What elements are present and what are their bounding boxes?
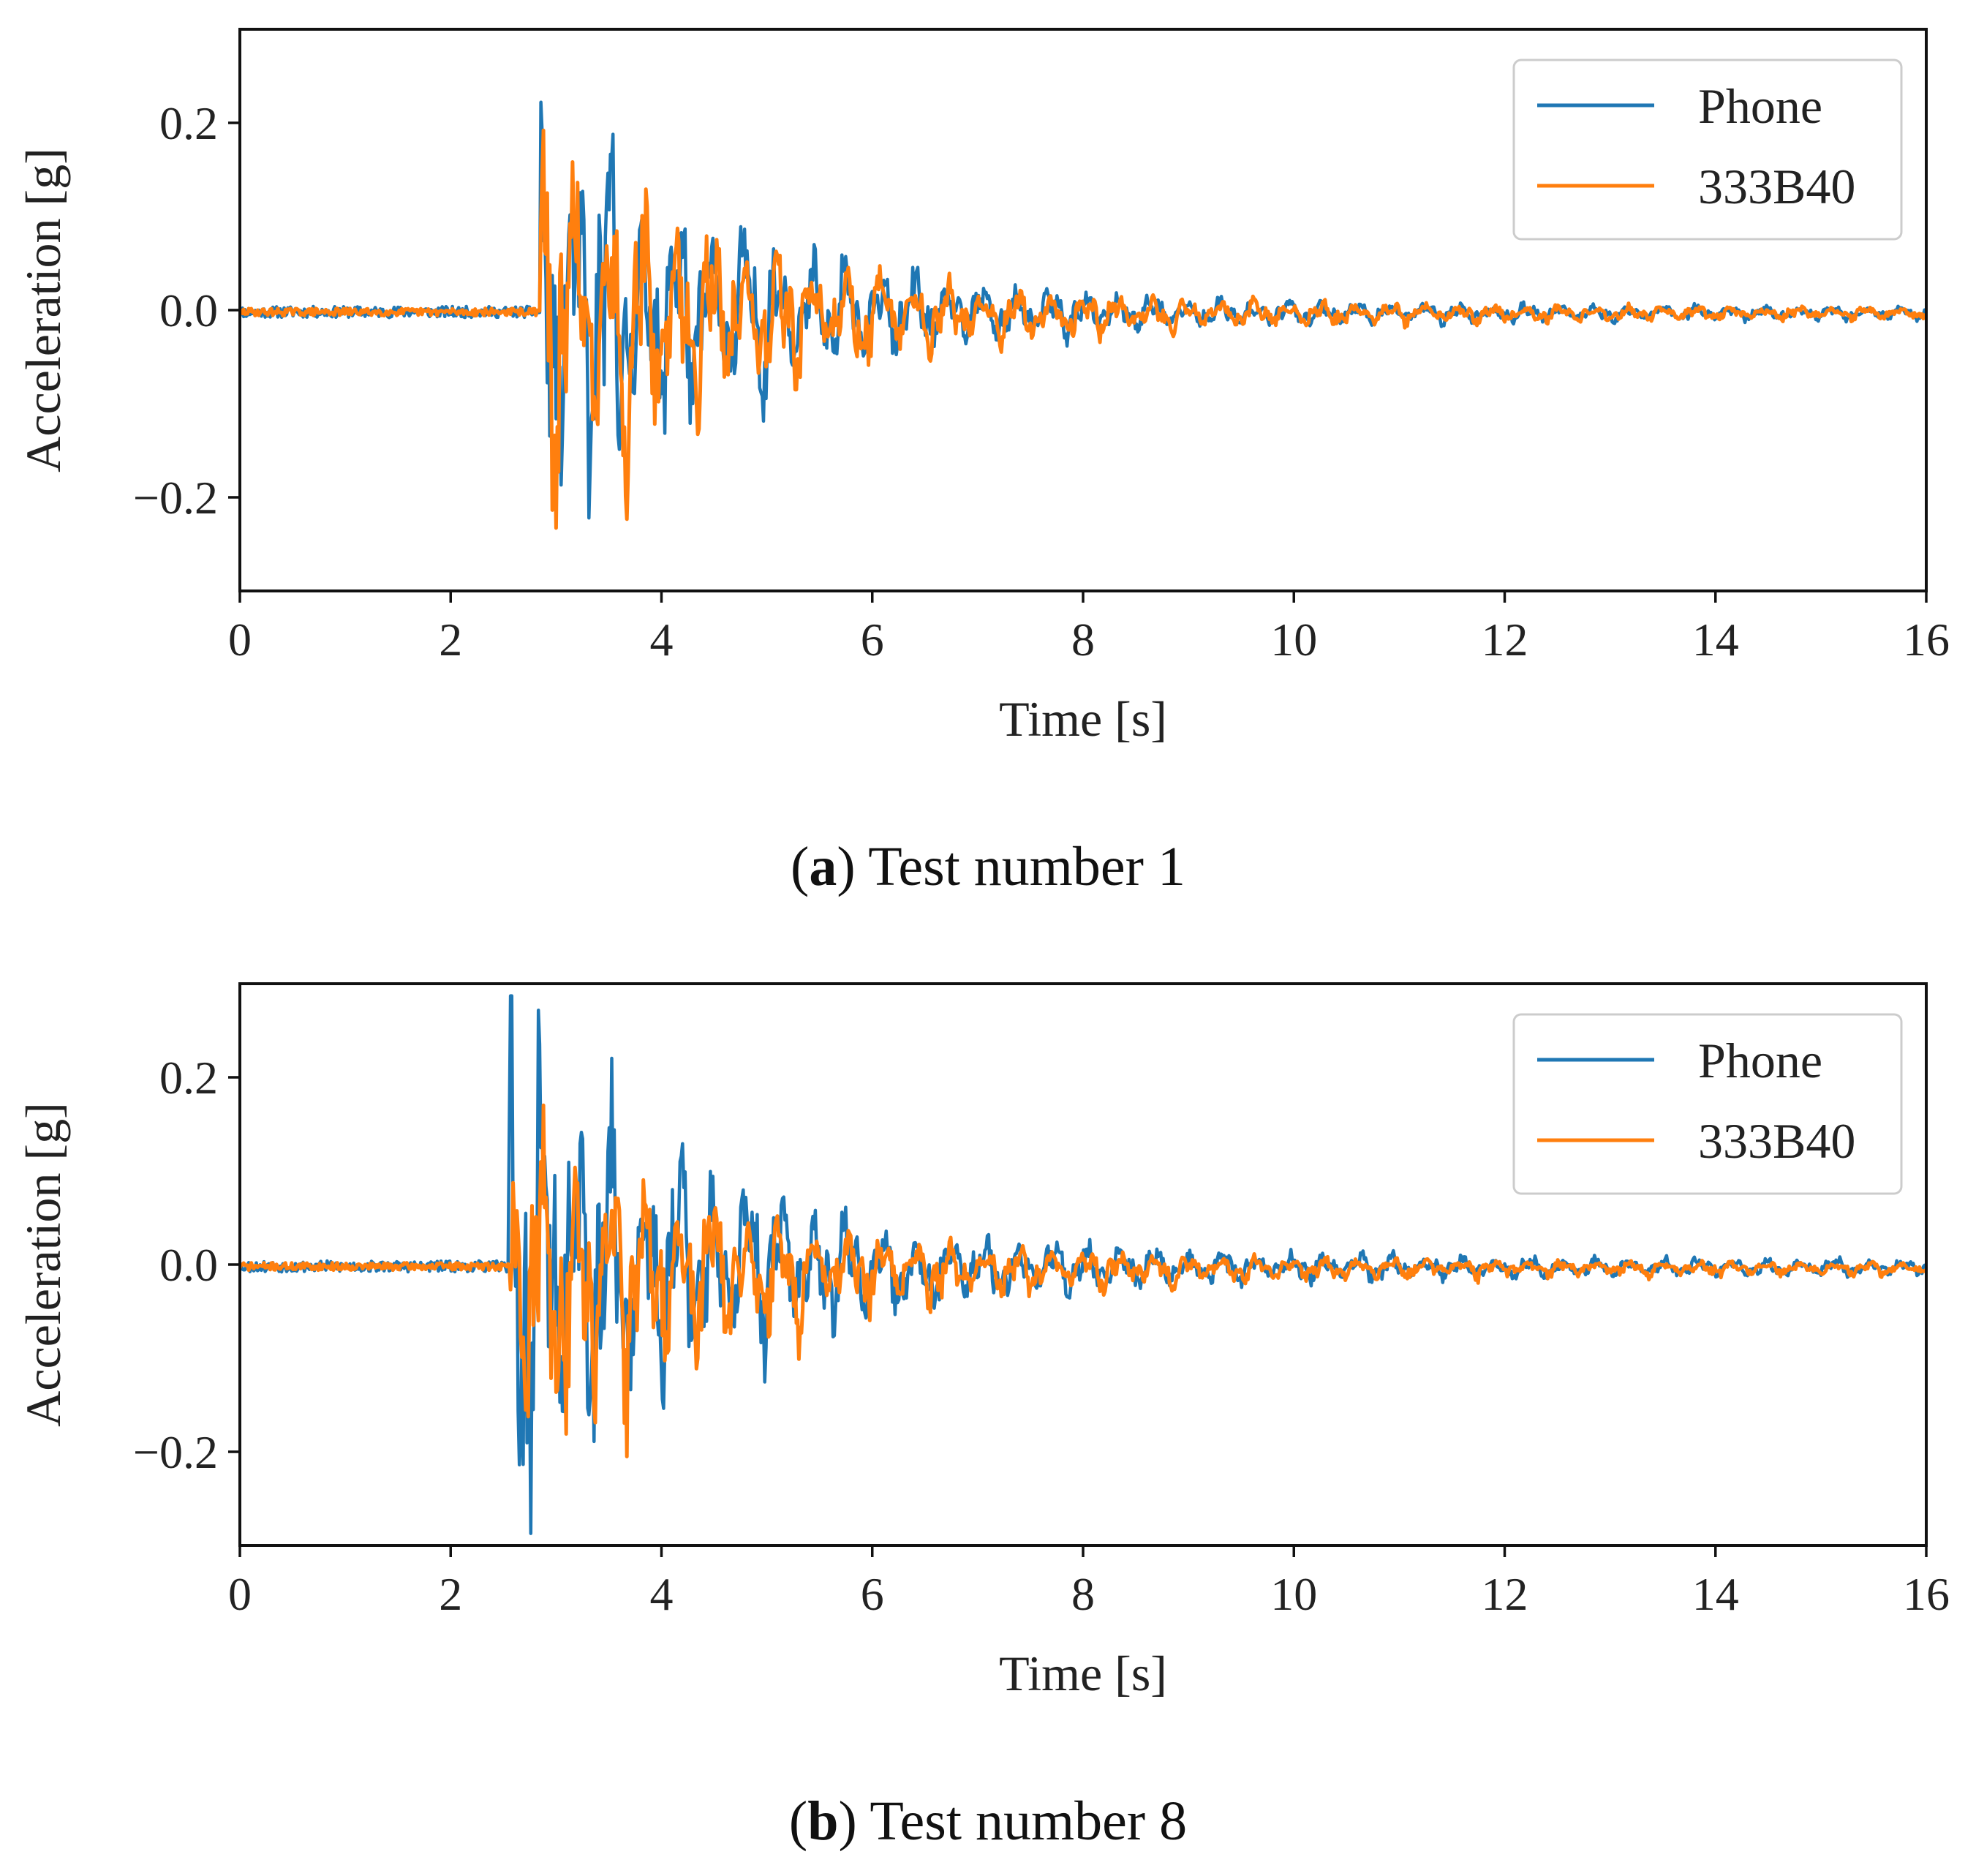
x-tick-label: 4 bbox=[650, 614, 674, 666]
x-tick-label: 16 bbox=[1903, 1568, 1950, 1620]
y-tick-label: −0.2 bbox=[133, 472, 218, 524]
x-tick-label: 16 bbox=[1903, 614, 1950, 666]
x-tick-label: 8 bbox=[1071, 1568, 1095, 1620]
x-tick-label: 12 bbox=[1482, 614, 1528, 666]
legend-label: 333B40 bbox=[1698, 159, 1855, 214]
y-tick-label: 0.0 bbox=[159, 285, 218, 336]
chart-panel-a: 0 2 4 6 8 10 12 14 16 −0.2 0.0 0.2 Time [s] Accelerat… bbox=[15, 28, 1950, 747]
legend-label: 333B40 bbox=[1698, 1113, 1855, 1169]
caption-a-letter: a bbox=[809, 836, 837, 897]
y-axis-label: Acceleration [g] bbox=[15, 148, 71, 472]
x-axis-label: Time [s] bbox=[999, 1646, 1167, 1701]
x-tick-label: 6 bbox=[861, 614, 884, 666]
x-tick-label: 10 bbox=[1270, 1568, 1317, 1620]
x-axis-label: Time [s] bbox=[999, 691, 1167, 747]
legend-label: Phone bbox=[1698, 78, 1822, 134]
series-line-333b40 bbox=[240, 128, 1926, 530]
x-tick-label: 6 bbox=[861, 1568, 884, 1620]
caption-a-text: Test number 1 bbox=[868, 836, 1185, 897]
caption-b: (b) Test number 8 bbox=[789, 1790, 1187, 1852]
caption-b-letter: b bbox=[807, 1790, 838, 1852]
x-tick-label: 4 bbox=[650, 1568, 674, 1620]
y-tick-label: 0.2 bbox=[159, 97, 218, 149]
series-line-333b40 bbox=[240, 1103, 1926, 1458]
legend-label: Phone bbox=[1698, 1033, 1822, 1088]
x-tick-label: 0 bbox=[228, 614, 252, 666]
x-tick-label: 12 bbox=[1482, 1568, 1528, 1620]
x-tick-label: 2 bbox=[439, 1568, 462, 1620]
x-tick-label: 14 bbox=[1692, 614, 1739, 666]
y-tick-label: 0.0 bbox=[159, 1239, 218, 1291]
x-tick-label: 10 bbox=[1270, 614, 1317, 666]
y-tick-label: −0.2 bbox=[133, 1426, 218, 1478]
x-tick-label: 8 bbox=[1071, 614, 1095, 666]
x-tick-label: 2 bbox=[439, 614, 462, 666]
chart-panel-b: 0 2 4 6 8 10 12 14 16 −0.2 0.0 0.2 Time [s] Accelerat… bbox=[15, 982, 1950, 1701]
y-tick-label: 0.2 bbox=[159, 1052, 218, 1104]
caption-b-text: Test number 8 bbox=[870, 1790, 1187, 1852]
x-tick-label: 14 bbox=[1692, 1568, 1739, 1620]
y-axis-label: Acceleration [g] bbox=[15, 1102, 71, 1427]
caption-a: (a) Test number 1 bbox=[791, 836, 1185, 897]
x-tick-label: 0 bbox=[228, 1568, 252, 1620]
